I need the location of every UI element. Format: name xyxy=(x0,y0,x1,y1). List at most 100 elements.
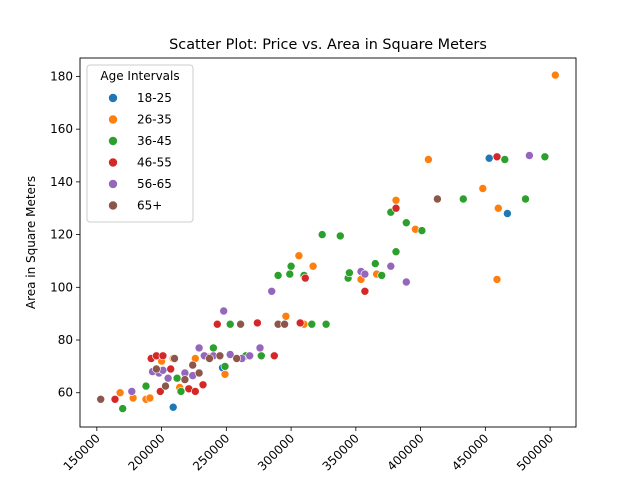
legend-marker-65+ xyxy=(108,200,118,211)
data-point-65+ xyxy=(180,375,190,384)
legend-label-46-55: 46-55 xyxy=(137,156,172,170)
data-point-46-55 xyxy=(269,351,279,361)
data-point-36-45 xyxy=(286,261,296,271)
y-tick-label: 180 xyxy=(50,69,73,83)
y-axis-ticks: 60 80 100 120 140 160 180 xyxy=(50,69,80,400)
plot-frame xyxy=(79,57,577,428)
data-point-36-45 xyxy=(141,381,151,391)
legend: Age Intervals 18-25 26-35 36-45 46-55 56-65 65… xyxy=(86,64,194,223)
legend-marker-46-55 xyxy=(108,157,118,168)
data-point-56-65 xyxy=(360,269,370,279)
data-point-36-45 xyxy=(317,230,327,239)
data-point-36-45 xyxy=(285,269,295,279)
data-point-26-35 xyxy=(550,70,560,80)
data-point-65+ xyxy=(236,319,245,329)
data-point-56-65 xyxy=(255,343,265,353)
data-point-36-45 xyxy=(377,271,387,280)
legend-marker-36-45 xyxy=(108,136,118,146)
data-point-36-45 xyxy=(118,404,127,413)
data-point-46-55 xyxy=(253,318,262,328)
data-point-65+ xyxy=(205,354,214,363)
data-point-36-45 xyxy=(500,155,510,164)
y-axis-title: Area in Square Meters xyxy=(24,176,38,309)
y-tick-label: 140 xyxy=(50,175,73,189)
data-point-56-65 xyxy=(525,151,534,160)
data-point-36-45 xyxy=(540,152,550,162)
data-point-26-35 xyxy=(220,369,230,379)
y-tick-label: 60 xyxy=(58,386,73,400)
data-point-36-45 xyxy=(256,351,266,361)
data-point-46-55 xyxy=(156,387,165,396)
data-point-46-55 xyxy=(300,273,310,283)
y-tick-label: 120 xyxy=(50,228,73,242)
data-point-36-45 xyxy=(417,226,427,235)
data-point-46-55 xyxy=(295,318,305,328)
data-point-18-25 xyxy=(484,153,494,163)
legend-marker-26-35 xyxy=(108,114,118,125)
legend-marker-18-25 xyxy=(108,93,118,103)
legend-label-18-25: 18-25 xyxy=(137,91,172,105)
data-point-65+ xyxy=(188,360,197,370)
data-point-36-45 xyxy=(172,373,182,383)
data-point-56-65 xyxy=(401,277,411,287)
data-point-65+ xyxy=(433,194,442,204)
data-point-26-35 xyxy=(493,203,503,213)
data-point-65+ xyxy=(96,394,105,404)
data-point-36-45 xyxy=(225,319,235,329)
data-point-46-55 xyxy=(360,286,370,296)
data-point-65+ xyxy=(170,354,179,363)
data-point-36-45 xyxy=(391,247,401,256)
data-point-46-55 xyxy=(158,351,168,361)
legend-marker-56-65 xyxy=(108,179,118,189)
data-point-56-65 xyxy=(163,373,173,383)
legend-label-65+: 65+ xyxy=(137,199,162,213)
data-point-18-25 xyxy=(503,209,512,218)
data-point-65+ xyxy=(152,364,161,374)
data-point-36-45 xyxy=(176,387,186,396)
legend-title: Age Intervals xyxy=(100,69,179,83)
data-point-36-45 xyxy=(401,218,411,227)
data-point-56-65 xyxy=(194,343,204,353)
data-point-36-45 xyxy=(273,271,283,280)
y-tick-label: 160 xyxy=(50,122,73,136)
data-point-26-35 xyxy=(492,275,502,284)
data-point-26-35 xyxy=(115,388,125,398)
data-point-36-45 xyxy=(209,343,218,353)
data-point-18-25 xyxy=(168,402,178,412)
data-points xyxy=(96,70,560,413)
data-point-46-55 xyxy=(166,364,175,374)
data-point-36-45 xyxy=(321,319,331,329)
data-point-26-35 xyxy=(478,184,488,193)
data-point-56-65 xyxy=(225,350,235,359)
data-point-36-45 xyxy=(345,268,354,278)
data-point-56-65 xyxy=(219,306,228,316)
data-point-65+ xyxy=(215,351,225,361)
data-point-26-35 xyxy=(391,196,401,205)
data-point-26-35 xyxy=(281,311,291,321)
data-point-26-35 xyxy=(145,393,155,403)
data-point-36-45 xyxy=(335,231,345,241)
data-point-65+ xyxy=(232,354,241,363)
legend-label-56-65: 56-65 xyxy=(137,177,172,191)
y-tick-label: 80 xyxy=(58,333,73,347)
data-point-36-45 xyxy=(307,319,317,329)
legend-label-26-35: 26-35 xyxy=(137,113,172,127)
chart-title: Scatter Plot: Price vs. Area in Square M… xyxy=(169,37,487,53)
legend-label-36-45: 36-45 xyxy=(137,134,172,148)
data-point-46-55 xyxy=(492,152,502,162)
data-point-26-35 xyxy=(424,155,433,164)
data-point-46-55 xyxy=(391,203,401,213)
data-point-46-55 xyxy=(198,380,208,390)
data-point-46-55 xyxy=(191,387,200,396)
data-point-56-65 xyxy=(267,286,277,296)
data-point-36-45 xyxy=(370,259,380,268)
data-point-46-55 xyxy=(213,319,222,329)
y-tick-label: 100 xyxy=(50,280,73,294)
data-point-65+ xyxy=(280,319,289,329)
data-point-36-45 xyxy=(458,194,468,204)
data-point-56-65 xyxy=(245,351,254,361)
data-point-36-45 xyxy=(521,194,530,204)
data-point-46-55 xyxy=(110,394,120,404)
data-point-56-65 xyxy=(386,261,396,271)
